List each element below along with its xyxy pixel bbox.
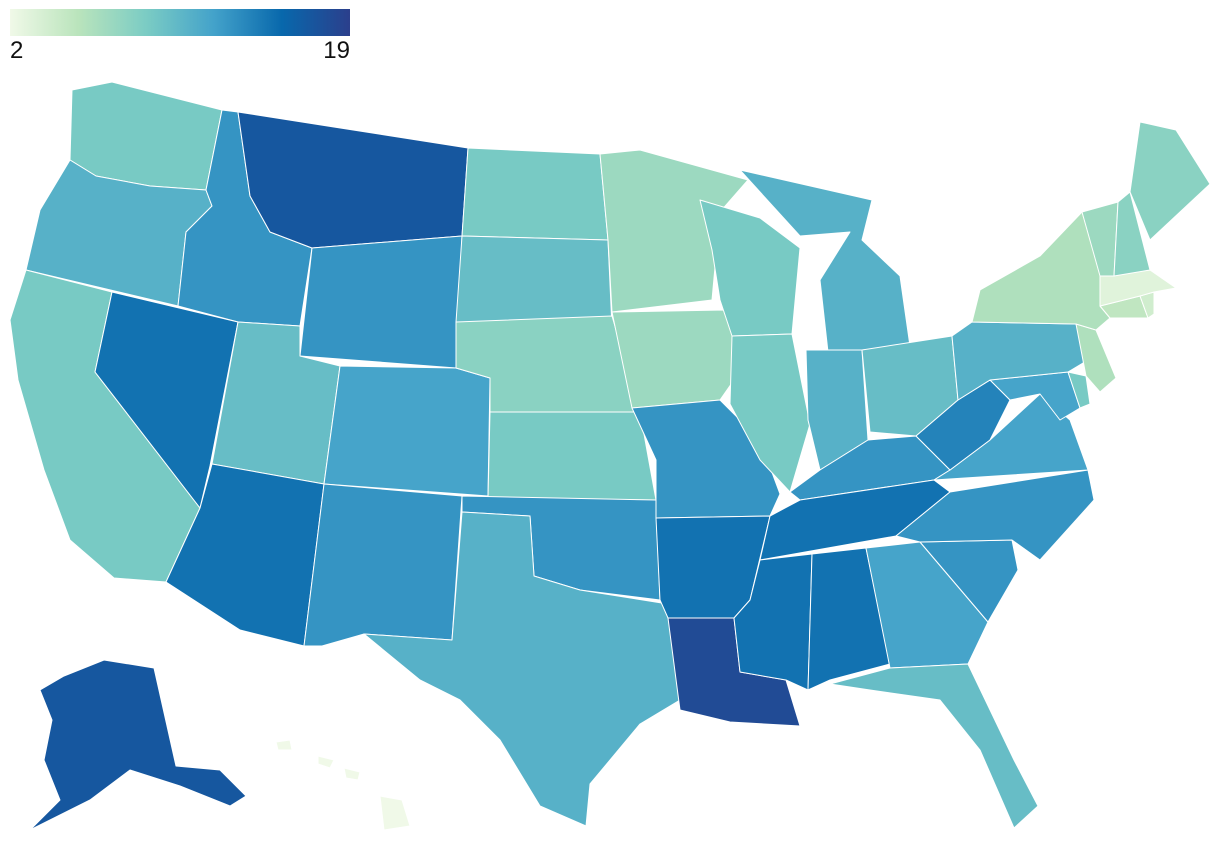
state-ga	[865, 541, 989, 669]
state-nh	[1113, 191, 1151, 277]
legend-max-label: 19	[323, 37, 350, 64]
legend-min-label: 2	[10, 37, 24, 64]
state-ia	[611, 309, 749, 409]
state-nc	[895, 469, 1095, 561]
state-de	[1067, 371, 1091, 409]
state-ak	[29, 659, 247, 831]
state-mo	[631, 399, 781, 519]
state-al	[807, 547, 891, 691]
state-nm	[303, 483, 463, 647]
state-ms	[733, 553, 813, 691]
state-me	[1129, 121, 1211, 241]
state-co	[323, 365, 491, 497]
state-ks	[487, 411, 657, 501]
state-fl	[829, 663, 1039, 829]
state-nv	[94, 291, 239, 509]
state-hi	[275, 739, 411, 831]
state-tx	[363, 511, 681, 827]
legend-gradient-bar	[10, 9, 350, 36]
color-legend: 2 19	[10, 9, 350, 65]
state-nd	[461, 147, 609, 241]
state-wy	[299, 235, 463, 369]
state-sd	[455, 235, 613, 329]
state-mt	[237, 111, 469, 249]
